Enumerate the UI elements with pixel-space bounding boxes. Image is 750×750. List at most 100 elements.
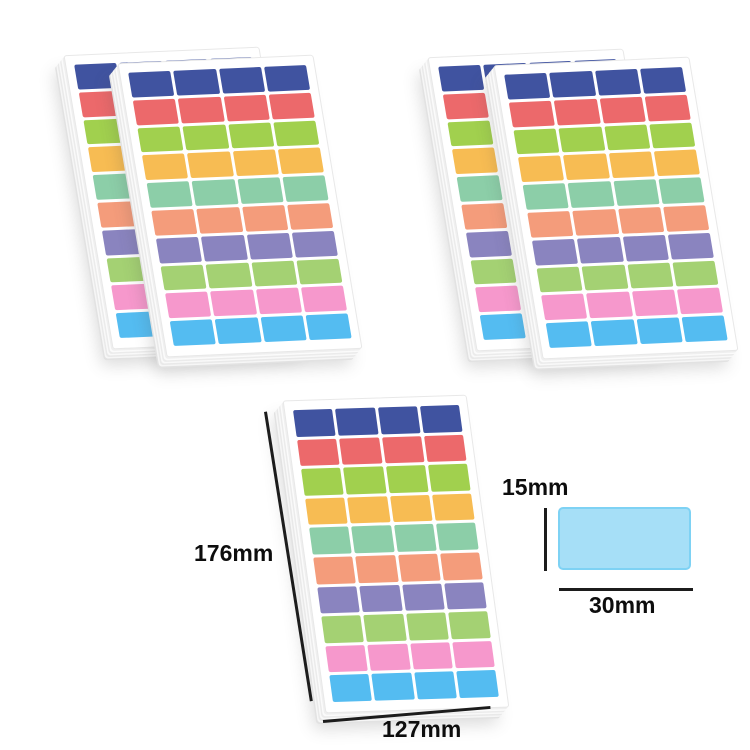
sticker-cell (355, 555, 399, 583)
sticker-cell (599, 96, 646, 124)
sticker-cell (658, 177, 705, 204)
sticker-cell (115, 311, 163, 339)
sticker-cell (447, 611, 491, 640)
sticker-cell (210, 289, 257, 317)
sticker-cell (146, 181, 193, 208)
sticker-cell (268, 92, 315, 120)
sticker-cell (88, 145, 135, 173)
sticker-cell (321, 615, 365, 644)
sticker-cell (603, 124, 651, 151)
sheet-height-label: 176mm (194, 540, 274, 566)
sticker-cell (522, 183, 569, 210)
sticker-cell (613, 179, 660, 206)
sticker-cell (541, 293, 588, 321)
sticker-cell (409, 642, 453, 670)
sticker-cell (442, 92, 490, 120)
sticker-cell (427, 463, 471, 492)
sticker-cell (653, 149, 700, 177)
sticker-cell (681, 315, 728, 343)
sticker-cell (165, 291, 212, 319)
sticker-cell (237, 177, 284, 204)
sticker-cell (662, 205, 710, 232)
sticker-cell (452, 147, 499, 175)
sticker-cell (78, 90, 126, 118)
sticker-cell (676, 287, 724, 315)
sticker-cell (423, 434, 467, 463)
sticker-cell (545, 321, 593, 349)
sticker-sheet-grid (292, 404, 499, 703)
sticker-cell (106, 256, 153, 283)
sticker-cell (92, 173, 139, 200)
sticker-cell (461, 203, 508, 230)
sticker-cell (241, 205, 288, 232)
sticker-cell (155, 236, 203, 264)
sticker-cell (381, 435, 425, 464)
sticker-cell (263, 64, 311, 92)
sticker-cell (447, 120, 494, 147)
sticker-cell (223, 94, 270, 122)
sticker-cell (385, 465, 429, 493)
sticker-cell (97, 201, 144, 228)
sticker-cell (291, 230, 338, 258)
sticker-cell (246, 232, 293, 260)
sticker-cell (558, 126, 605, 153)
sticker-cell (305, 313, 352, 341)
sticker-cell (553, 98, 601, 126)
sticker-cell (456, 175, 503, 202)
sticker-cell (173, 68, 220, 96)
sticker-cell (255, 287, 302, 315)
sticker-cell (377, 406, 421, 435)
sticker-cell (343, 466, 387, 495)
sticker-cell (672, 260, 719, 287)
sticker-cell (631, 289, 678, 317)
sticker-cell (351, 525, 395, 554)
sticker-cell (577, 236, 624, 264)
sticker-cell (617, 207, 664, 234)
sticker-cell (196, 207, 243, 234)
single-sticker-swatch (558, 507, 691, 570)
sticker-cell (282, 175, 329, 202)
sticker-sheet-grid (504, 66, 728, 349)
sticker-cell (465, 230, 513, 258)
sticker-cell (393, 524, 437, 552)
sticker-cell (608, 151, 655, 179)
sticker-cell (214, 317, 262, 345)
sticker-cell (567, 181, 615, 208)
sticker-cell (456, 670, 499, 699)
sticker-cell (594, 68, 641, 96)
sticker-cell (339, 437, 383, 465)
sticker-cell (227, 122, 275, 149)
sticker-cell (451, 640, 495, 669)
sticker-width-dimension-line (559, 588, 693, 591)
sticker-cell (536, 266, 583, 293)
sticker-cell (300, 285, 348, 313)
sticker-cell (169, 319, 217, 347)
sticker-cell (667, 232, 714, 260)
sticker-cell (508, 100, 556, 128)
sticker-cell (160, 264, 207, 291)
sticker-cell (177, 96, 225, 124)
sticker-cell (371, 672, 415, 701)
sticker-pad-bottom (282, 394, 510, 714)
sticker-cell (250, 260, 298, 287)
sticker-cell (132, 98, 180, 126)
sticker-cell (470, 258, 517, 285)
sticker-cell (401, 583, 445, 611)
sticker-cell (531, 238, 579, 266)
sticker-cell (296, 258, 343, 285)
sticker-cell (187, 151, 234, 179)
sticker-cell (128, 70, 175, 98)
sticker-cell (572, 209, 619, 236)
sticker-cell (590, 319, 638, 347)
sticker-cell (286, 203, 334, 230)
sticker-cell (586, 291, 633, 319)
sticker-cell (309, 526, 352, 555)
sticker-cell (438, 64, 485, 92)
sticker-cell (74, 62, 121, 90)
sticker-cell (305, 497, 348, 526)
sticker-cell (101, 228, 149, 256)
sticker-cell (563, 153, 610, 181)
sticker-cell (182, 124, 229, 151)
sticker-cell (527, 211, 574, 238)
sticker-cell (639, 66, 687, 94)
